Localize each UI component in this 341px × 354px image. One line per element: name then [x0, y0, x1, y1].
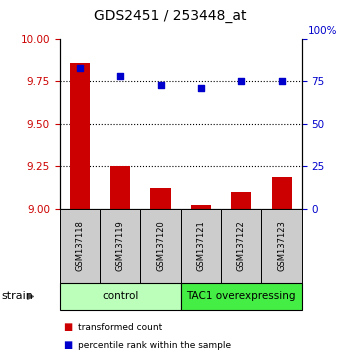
Bar [70, 63, 90, 209]
Text: GSM137118: GSM137118 [75, 221, 84, 272]
Point [239, 79, 244, 84]
Text: TAC1 overexpressing: TAC1 overexpressing [187, 291, 296, 302]
Text: ■: ■ [63, 340, 72, 350]
Text: GSM137120: GSM137120 [156, 221, 165, 272]
Point [77, 65, 83, 71]
Bar [150, 188, 170, 209]
Text: strain: strain [2, 291, 33, 302]
Point [279, 79, 284, 84]
Bar [271, 177, 292, 209]
Text: GSM137123: GSM137123 [277, 221, 286, 272]
Text: GSM137122: GSM137122 [237, 221, 246, 272]
Text: 100%: 100% [307, 26, 337, 36]
Text: control: control [102, 291, 138, 302]
Point [117, 74, 123, 79]
Text: ■: ■ [63, 322, 72, 332]
Text: GSM137119: GSM137119 [116, 221, 125, 272]
Bar [110, 166, 130, 209]
Point [158, 82, 163, 88]
Text: transformed count: transformed count [78, 323, 163, 332]
Text: percentile rank within the sample: percentile rank within the sample [78, 341, 232, 350]
Text: GDS2451 / 253448_at: GDS2451 / 253448_at [94, 9, 247, 23]
Text: GSM137121: GSM137121 [196, 221, 205, 272]
Point [198, 85, 204, 91]
Bar [191, 205, 211, 209]
Bar [231, 192, 251, 209]
